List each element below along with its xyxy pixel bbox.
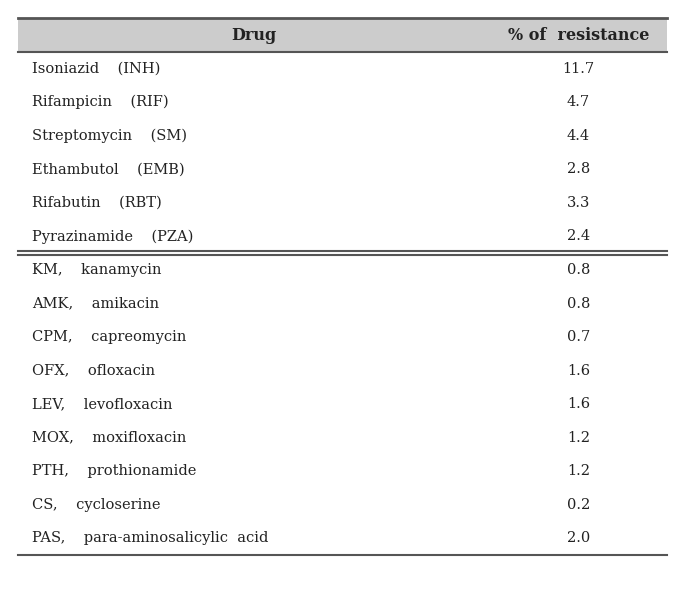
Text: CS,    cycloserine: CS, cycloserine [32,498,161,512]
Text: Pyrazinamide    (PZA): Pyrazinamide (PZA) [32,230,193,244]
Text: Drug: Drug [232,27,277,44]
Text: PTH,    prothionamide: PTH, prothionamide [32,464,196,478]
Text: 0.7: 0.7 [567,330,590,344]
Text: 0.8: 0.8 [567,263,590,277]
Text: KM,    kanamycin: KM, kanamycin [32,263,161,277]
Text: 11.7: 11.7 [563,62,594,76]
Text: MOX,    moxifloxacin: MOX, moxifloxacin [32,431,186,445]
Text: Streptomycin    (SM): Streptomycin (SM) [32,129,187,143]
Text: Rifabutin    (RBT): Rifabutin (RBT) [32,196,161,210]
Text: 1.2: 1.2 [567,464,590,478]
Text: 0.8: 0.8 [567,297,590,310]
Text: 2.8: 2.8 [567,162,590,176]
Text: 4.7: 4.7 [567,96,590,109]
Text: Ethambutol    (EMB): Ethambutol (EMB) [32,162,185,176]
Text: 2.4: 2.4 [567,230,590,244]
Text: Rifampicin    (RIF): Rifampicin (RIF) [32,95,168,110]
Text: 0.2: 0.2 [567,498,590,512]
Text: 1.2: 1.2 [567,431,590,445]
Bar [18,18,667,52]
Text: 3.3: 3.3 [567,196,590,210]
Text: 1.6: 1.6 [567,363,590,378]
Text: Isoniazid    (INH): Isoniazid (INH) [32,62,160,76]
Text: 4.4: 4.4 [567,129,590,143]
Text: % of  resistance: % of resistance [508,27,649,44]
Text: CPM,    capreomycin: CPM, capreomycin [32,330,186,344]
Text: 2.0: 2.0 [567,531,590,545]
Text: LEV,    levofloxacin: LEV, levofloxacin [32,397,172,411]
Text: 1.6: 1.6 [567,397,590,411]
Text: PAS,    para-aminosalicylic  acid: PAS, para-aminosalicylic acid [32,531,269,545]
Text: OFX,    ofloxacin: OFX, ofloxacin [32,363,155,378]
Text: AMK,    amikacin: AMK, amikacin [32,297,159,310]
